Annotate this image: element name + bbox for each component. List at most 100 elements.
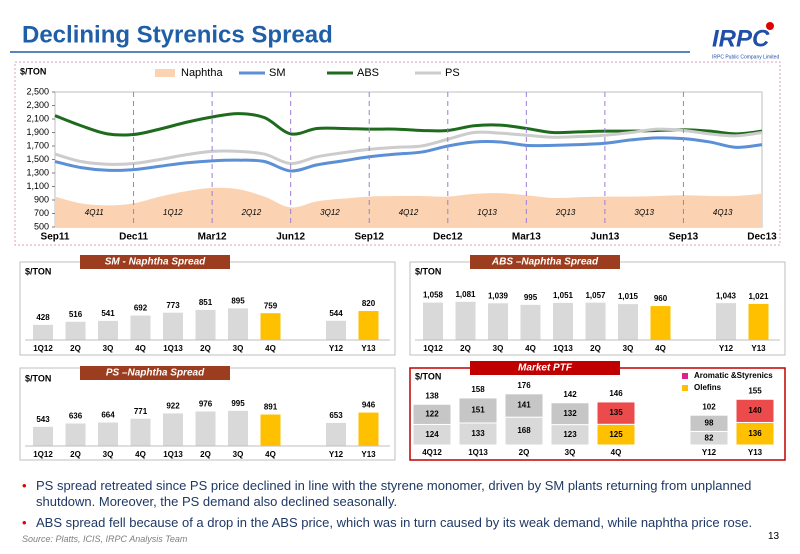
legend-label: PS [445, 67, 460, 79]
area [55, 187, 762, 227]
panel-title: SM - Naphtha Spread [105, 257, 206, 268]
logo-subtitle: IRPC Public Company Limited [712, 54, 779, 60]
quarter-label: 1Q13 [477, 208, 497, 217]
value-label: 759 [264, 301, 278, 310]
x-tick-label: 3Q [623, 344, 634, 353]
x-tick-label: 1Q12 [423, 344, 443, 353]
page-number: 13 [768, 531, 780, 542]
legend-label: SM [269, 67, 286, 79]
segment-label: 135 [609, 408, 623, 417]
x-tick-label: 2Q [200, 450, 211, 459]
x-tick-label: Sep11 [41, 232, 70, 243]
bar [358, 311, 379, 340]
x-tick-label: 1Q12 [33, 450, 53, 459]
x-tick-label: 1Q13 [163, 450, 183, 459]
bar [195, 411, 216, 446]
segment-label: 133 [471, 429, 485, 438]
y-tick-label: 1,900 [26, 127, 49, 137]
value-label: 1,057 [585, 291, 606, 300]
x-tick-label: 4Q [655, 344, 666, 353]
segment-label: 98 [705, 418, 714, 427]
y-tick-label: 1,100 [26, 181, 49, 191]
value-label: 771 [134, 407, 148, 416]
x-tick-label: Jun13 [590, 232, 619, 243]
y-tick-label: 1,500 [26, 154, 49, 164]
line [54, 127, 763, 166]
quarter-label: 4Q13 [713, 208, 733, 217]
x-tick-label: 3Q [493, 344, 504, 353]
x-tick-label: 3Q [103, 344, 114, 353]
value-label: 976 [199, 400, 213, 409]
legend-swatch [155, 69, 175, 77]
y-label: $/TON [415, 266, 441, 276]
bullet-dot: • [22, 515, 27, 530]
bar [455, 301, 476, 340]
bar [585, 302, 606, 340]
x-tick-label: Mar12 [198, 232, 227, 243]
x-tick-label: 4Q [265, 450, 276, 459]
slide-title: Declining Styrenics Spread [22, 21, 333, 48]
bar [260, 313, 281, 340]
value-label: 692 [134, 304, 148, 313]
value-label: 995 [231, 399, 245, 408]
x-tick-label: Y12 [719, 344, 734, 353]
value-label: 1,058 [423, 291, 444, 300]
y-tick-label: 900 [34, 194, 49, 204]
value-label: 895 [231, 296, 245, 305]
bar-segment [689, 414, 729, 432]
bar [130, 315, 151, 340]
x-tick-label: 4Q [525, 344, 536, 353]
x-tick-label: Sep13 [669, 232, 699, 243]
bullet-dot: • [22, 478, 27, 493]
bar [260, 414, 281, 446]
x-tick-label: 4Q12 [422, 448, 442, 457]
x-tick-label: Y13 [361, 450, 376, 459]
bar-segment [596, 401, 636, 425]
bar [163, 413, 183, 446]
bar [618, 304, 638, 340]
segment-label: 123 [563, 430, 577, 439]
y-tick-label: 2,500 [26, 86, 49, 96]
legend-swatch [682, 373, 688, 379]
x-tick-label: 3Q [233, 450, 244, 459]
panel-title: PS –Naphtha Spread [106, 368, 205, 379]
segment-label: 141 [517, 401, 531, 410]
bar [98, 422, 118, 446]
y-tick-label: 500 [34, 221, 49, 231]
value-label: 541 [101, 309, 115, 318]
bar [195, 309, 216, 340]
bar [228, 410, 248, 446]
quarter-label: 3Q12 [320, 208, 340, 217]
bar-segment [550, 402, 590, 426]
x-tick-label: 3Q [565, 448, 576, 457]
x-tick-label: 2Q [590, 344, 601, 353]
value-label: 995 [524, 293, 538, 302]
legend-swatch [682, 385, 688, 391]
value-label: 543 [36, 415, 50, 424]
legend-label: ABS [357, 67, 379, 79]
panel-banner [80, 255, 230, 269]
panel-banner [470, 255, 620, 269]
x-tick-label: 4Q [611, 448, 622, 457]
y-tick-label: 2,100 [26, 113, 49, 123]
panel-title: ABS –Naphtha Spread [491, 257, 599, 268]
x-tick-label: 4Q [135, 344, 146, 353]
legend-label: Aromatic &Styrenics [694, 371, 773, 380]
value-label: 960 [654, 294, 668, 303]
x-tick-label: Y13 [361, 344, 376, 353]
segment-label: 122 [425, 409, 439, 418]
bar [163, 312, 183, 340]
x-tick-label: Y13 [748, 448, 763, 457]
y-label: $/TON [20, 66, 46, 76]
x-tick-label: 1Q13 [468, 448, 488, 457]
x-tick-label: 3Q [103, 450, 114, 459]
value-label: 922 [166, 402, 180, 411]
bar [716, 303, 736, 340]
bar-segment [504, 393, 544, 418]
quarter-label: 3Q13 [634, 208, 654, 217]
source: Source: Platts, ICIS, IRPC Analysis Team [22, 534, 188, 544]
total-label: 146 [609, 389, 623, 398]
panel-banner [80, 366, 230, 380]
bullet: • ABS spread fell because of a drop in th… [22, 515, 796, 531]
